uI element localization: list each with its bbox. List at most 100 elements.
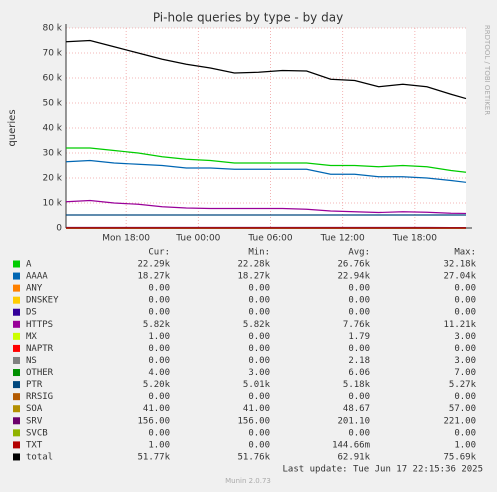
legend-label: SRV — [26, 416, 43, 426]
legend-value: 0.00 — [454, 344, 476, 354]
legend-value: 51.77k — [137, 452, 170, 462]
y-tick-label: 30 k — [42, 149, 62, 159]
legend-swatch — [13, 296, 20, 304]
chart-title: Pi-hole queries by type - by day — [153, 11, 343, 25]
legend-value: 0.00 — [248, 428, 270, 438]
legend-value: 3.00 — [454, 332, 476, 342]
legend-value: 0.00 — [454, 392, 476, 402]
legend-label: TXT — [26, 440, 43, 450]
column-header: Cur: — [148, 248, 170, 258]
legend-value: 0.00 — [248, 308, 270, 318]
y-tick-label: 10 k — [42, 199, 62, 209]
legend-label: DNSKEY — [26, 296, 59, 306]
series-line — [65, 39, 467, 100]
legend-swatch — [13, 441, 20, 449]
legend-value: 6.06 — [348, 368, 370, 378]
x-tick-label: Tue 12:00 — [320, 234, 365, 244]
legend-value: 51.76k — [237, 452, 270, 462]
legend-value: 201.10 — [337, 416, 370, 426]
legend-value: 0.00 — [348, 428, 370, 438]
legend-value: 0.00 — [248, 356, 270, 366]
y-tick-label: 20 k — [42, 174, 62, 184]
legend-value: 0.00 — [454, 284, 476, 294]
column-header: Min: — [248, 248, 270, 258]
x-tick-label: Mon 18:00 — [102, 234, 150, 244]
legend-value: 0.00 — [348, 308, 370, 318]
legend-value: 5.18k — [343, 380, 371, 390]
legend-value: 48.67 — [343, 404, 370, 414]
legend-value: 22.28k — [237, 260, 270, 270]
legend-label: SVCB — [26, 428, 48, 438]
legend-value: 0.00 — [454, 308, 476, 318]
x-tick-label: Tue 06:00 — [247, 234, 292, 244]
legend-value: 7.76k — [343, 320, 371, 330]
legend-label: SOA — [26, 404, 43, 414]
legend-value: 32.18k — [443, 260, 476, 270]
column-header: Max: — [454, 248, 476, 258]
legend-value: 3.00 — [248, 368, 270, 378]
legend-value: 27.04k — [443, 272, 476, 282]
legend-value: 1.79 — [348, 332, 370, 342]
legend-label: total — [26, 452, 53, 462]
legend-swatch — [13, 308, 20, 316]
legend-value: 5.01k — [243, 380, 271, 390]
footer: Munin 2.0.73 — [225, 477, 271, 485]
legend-value: 0.00 — [148, 392, 170, 402]
legend-value: 41.00 — [143, 404, 170, 414]
y-tick-label: 0 — [56, 224, 62, 234]
legend-label: RRSIG — [26, 392, 53, 402]
legend-value: 0.00 — [248, 344, 270, 354]
legend-label: PTR — [26, 380, 43, 390]
legend-value: 75.69k — [443, 452, 476, 462]
y-axis-label: queries — [7, 109, 18, 146]
legend-value: 18.27k — [237, 272, 270, 282]
last-update: Last update: Tue Jun 17 22:15:36 2025 — [283, 465, 483, 475]
y-tick-label: 40 k — [42, 124, 62, 134]
legend-swatch — [13, 284, 20, 292]
legend-swatch — [13, 260, 20, 268]
legend-value: 0.00 — [248, 440, 270, 450]
legend-value: 0.00 — [148, 308, 170, 318]
legend-value: 3.00 — [454, 356, 476, 366]
legend-value: 5.20k — [143, 380, 171, 390]
legend-value: 0.00 — [148, 296, 170, 306]
legend-value: 5.82k — [243, 320, 271, 330]
legend-label: HTTPS — [26, 320, 53, 330]
legend-label: DS — [26, 308, 37, 318]
legend-swatch — [13, 332, 20, 340]
legend-value: 11.21k — [443, 320, 476, 330]
legend-value: 22.94k — [337, 272, 370, 282]
legend-swatch — [13, 356, 20, 364]
column-header: Avg: — [348, 248, 370, 258]
legend-label: ANY — [26, 284, 43, 294]
legend-swatch — [13, 344, 20, 352]
legend-swatch — [13, 429, 20, 437]
legend-value: 5.27k — [449, 380, 477, 390]
series-line — [66, 147, 467, 173]
legend-label: OTHER — [26, 368, 54, 378]
x-tick-label: Tue 00:00 — [175, 234, 220, 244]
legend-swatch — [13, 381, 20, 389]
y-tick-label: 60 k — [42, 74, 62, 84]
legend-value: 5.82k — [143, 320, 171, 330]
legend-value: 0.00 — [248, 392, 270, 402]
legend-value: 1.00 — [454, 440, 476, 450]
legend-label: NS — [26, 356, 37, 366]
legend-swatch — [13, 453, 20, 461]
legend-swatch — [13, 369, 20, 377]
legend-value: 0.00 — [348, 392, 370, 402]
y-tick-label: 70 k — [42, 49, 62, 59]
legend-value: 41.00 — [243, 404, 270, 414]
legend-label: NAPTR — [26, 344, 54, 354]
legend-value: 0.00 — [248, 332, 270, 342]
legend-value: 22.29k — [137, 260, 170, 270]
legend-value: 26.76k — [337, 260, 370, 270]
legend-label: A — [26, 260, 32, 270]
legend-swatch — [13, 393, 20, 401]
legend-value: 1.00 — [148, 332, 170, 342]
legend-value: 156.00 — [237, 416, 270, 426]
legend-value: 0.00 — [148, 284, 170, 294]
legend-swatch — [13, 417, 20, 425]
legend-value: 62.91k — [337, 452, 370, 462]
